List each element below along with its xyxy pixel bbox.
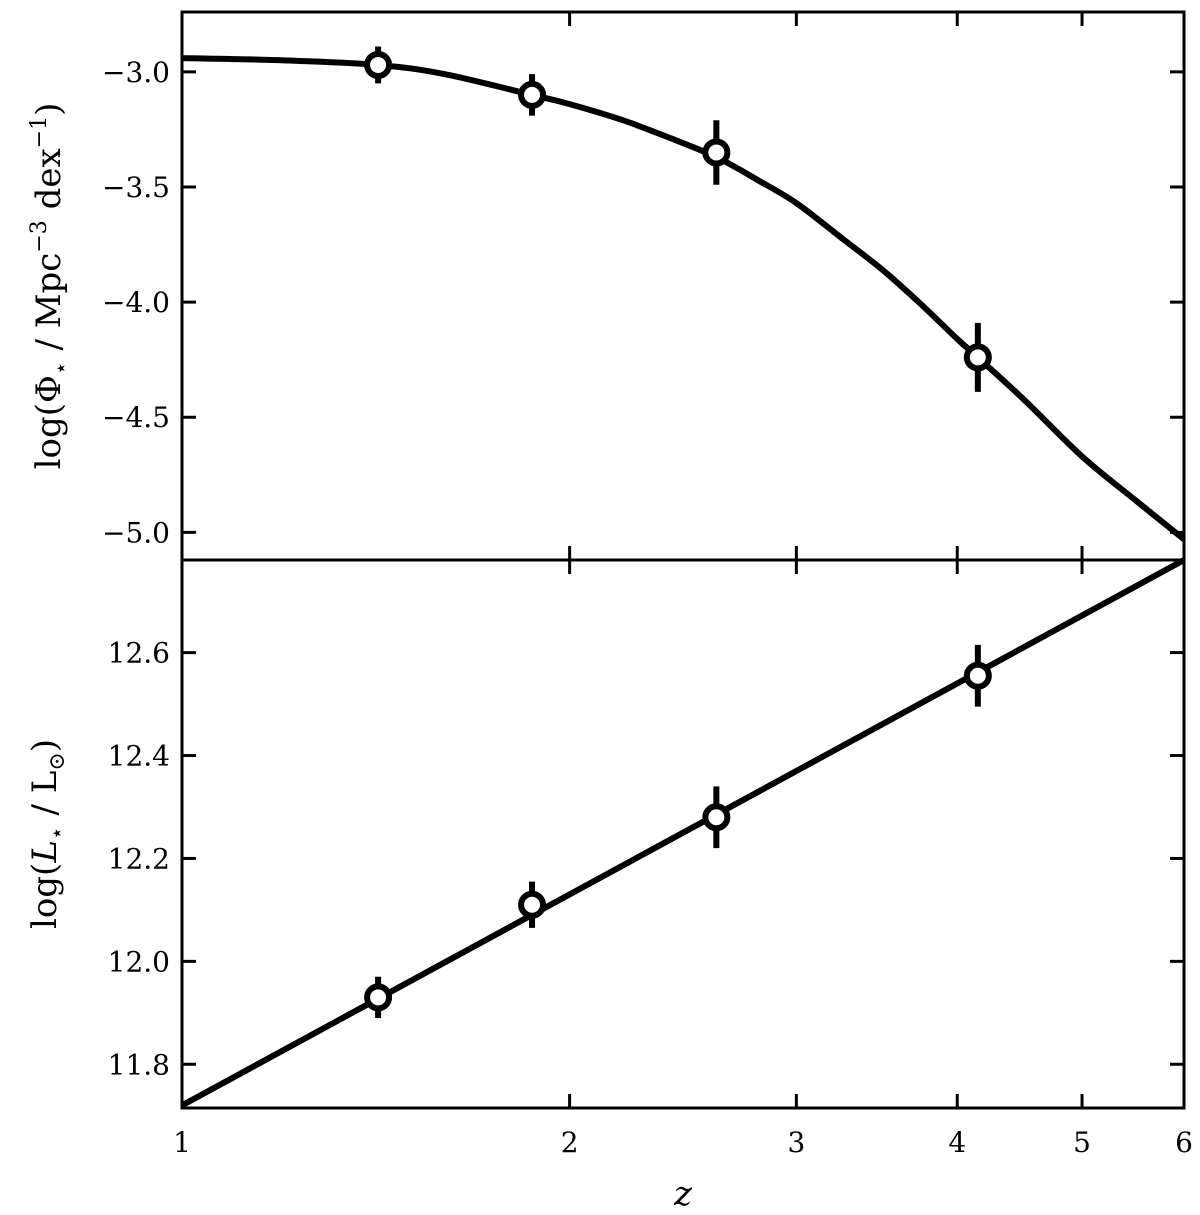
top-ylabel-sup2: −1: [27, 116, 52, 148]
bottom-ylabel-sub: ⋆: [45, 826, 70, 840]
x-tick-label: 2: [561, 1126, 579, 1159]
bottom-y-tick-label: 11.8: [108, 1048, 170, 1081]
x-tick-label: 5: [1073, 1126, 1091, 1159]
bottom-data-point: [364, 983, 393, 1012]
bottom-data-point: [963, 661, 992, 690]
bottom-y-tick-label: 12.2: [108, 842, 170, 875]
top-ylabel-prefix: log(Φ: [29, 375, 69, 469]
x-tick-label: 6: [1175, 1126, 1193, 1159]
top-y-tick-label: −5.0: [102, 516, 170, 549]
top-ylabel-sub: ⋆: [49, 361, 74, 375]
bottom-data-point: [518, 890, 547, 919]
bottom-ylabel-prefix: log(: [25, 863, 65, 929]
top-ylabel-mid: / Mpc: [29, 253, 69, 362]
x-tick-label: 3: [787, 1126, 805, 1159]
x-axis: 1 2 3 4 5 6: [173, 1126, 1193, 1159]
top-data-point: [518, 80, 547, 109]
top-data-point: [963, 343, 992, 372]
bottom-ylabel-sub2: ⊙: [45, 752, 70, 770]
bottom-ylabel-suffix: ): [25, 739, 65, 752]
top-y-tick-label: −4.0: [102, 286, 170, 319]
bottom-ylabel-L: L: [25, 840, 65, 864]
bottom-data-point: [702, 803, 731, 832]
bottom-y-tick-label: 12.4: [108, 740, 170, 773]
top-y-tick-label: −3.5: [102, 171, 170, 204]
top-y-tick-label: −3.0: [102, 56, 170, 89]
bottom-panel: 11.8 12.0 12.2 12.4 12.6: [108, 557, 1186, 1109]
top-y-axis-title: log(Φ⋆ / Mpc−3 dex−1): [27, 103, 74, 470]
top-fit-line: [181, 55, 1186, 542]
top-panel-frame: [180, 10, 1186, 562]
bottom-fit-line: [180, 557, 1186, 1109]
bottom-y-axis-title: log(L⋆ / L⊙): [25, 739, 70, 929]
bottom-y-tick-label: 12.6: [108, 637, 170, 670]
bottom-y-tick-label: 12.0: [108, 945, 170, 978]
top-panel: −3.0 −3.5 −4.0 −4.5 −5.0: [102, 12, 1186, 560]
bottom-ylabel-mid: / L: [25, 771, 65, 827]
top-data-point: [364, 50, 393, 79]
top-y-tick-label: −4.5: [102, 401, 170, 434]
bottom-panel-frame: [180, 558, 1186, 1110]
x-tick-label: 4: [948, 1126, 966, 1159]
top-ylabel-mid2: dex: [29, 148, 69, 220]
x-axis-title: z: [673, 1174, 693, 1214]
top-ylabel-sup1: −3: [27, 220, 52, 252]
top-data-point: [702, 138, 731, 167]
top-ylabel-suffix: ): [29, 103, 69, 116]
x-tick-label: 1: [173, 1126, 191, 1159]
